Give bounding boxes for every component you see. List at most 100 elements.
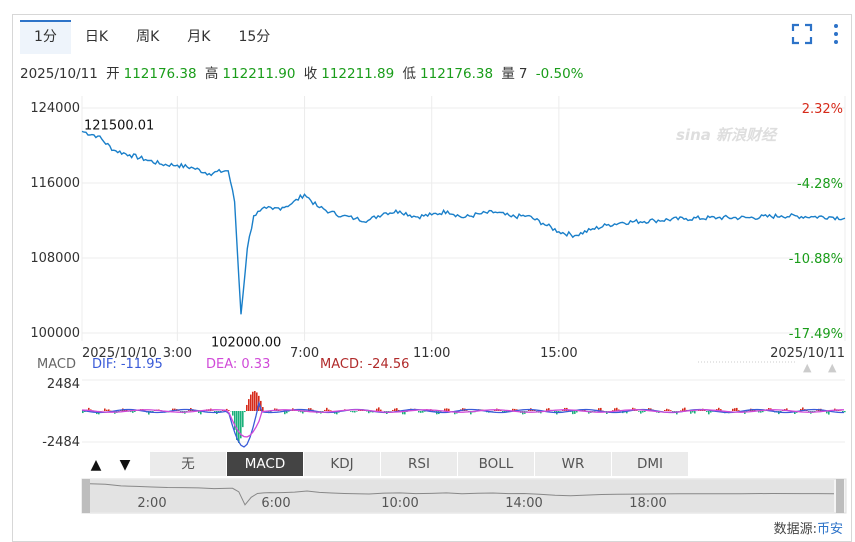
navigator-tick-label: 10:00 — [381, 496, 418, 511]
macd-histogram-bar — [418, 411, 420, 412]
macd-y-tick-label: -2484 — [42, 435, 80, 450]
macd-histogram-bar — [330, 410, 332, 411]
arrow-down-icon[interactable]: ▼ — [114, 455, 136, 475]
indicator-rsi[interactable]: RSI — [381, 452, 458, 476]
data-source-label: 数据源: — [774, 522, 817, 537]
macd-histogram-bar — [706, 411, 708, 412]
price-line — [82, 131, 845, 314]
x-tick-label: 7:00 — [290, 346, 319, 361]
data-source: 数据源:币安 — [774, 518, 843, 537]
macd-histogram-bar — [380, 410, 382, 411]
y-tick-label: 108000 — [30, 251, 80, 266]
x-tick-label: 11:00 — [413, 346, 450, 361]
macd-histogram-bar — [328, 410, 330, 411]
macd-histogram-bar — [844, 411, 846, 412]
macd-histogram-bar — [690, 411, 692, 414]
macd-histogram-bar — [694, 411, 696, 413]
arrow-up-icon[interactable]: ▲ — [85, 455, 107, 475]
macd-histogram-bar — [238, 411, 240, 443]
indicator-macd[interactable]: MACD — [227, 452, 304, 476]
macd-histogram-bar — [188, 410, 190, 411]
macd-histogram-bar — [356, 411, 358, 412]
macd-histogram-bar — [134, 411, 136, 412]
macd-histogram-bar — [326, 408, 328, 411]
macd-histogram-bar — [232, 411, 234, 416]
macd-histogram-bar — [422, 411, 424, 413]
macd-histogram-bar — [352, 411, 354, 412]
macd-histogram-bar — [152, 411, 154, 412]
macd-histogram-bar — [242, 411, 244, 427]
dif-line — [82, 403, 844, 447]
macd-histogram-bar — [644, 411, 646, 412]
y-right-tick-label: 2.32% — [802, 102, 843, 117]
y-tick-label: 100000 — [30, 326, 80, 341]
indicator-kdj[interactable]: KDJ — [304, 452, 381, 476]
navigator-tick-label: 6:00 — [261, 496, 290, 511]
macd-histogram-bar — [682, 409, 684, 411]
macd-value-label: MACD: -24.56 — [320, 357, 409, 372]
macd-histogram-bar — [350, 411, 352, 412]
macd-histogram-bar — [376, 409, 378, 411]
macd-histogram-bar — [246, 405, 248, 411]
indicator-none[interactable]: 无 — [150, 452, 227, 476]
x-tick-label: 15:00 — [540, 346, 577, 361]
macd-histogram-bar — [734, 408, 736, 411]
macd-histogram-bar — [378, 407, 380, 411]
indicator-boll[interactable]: BOLL — [458, 452, 535, 476]
macd-histogram-bar — [250, 395, 252, 411]
macd-up-icon: ▲ — [828, 361, 837, 374]
x-tick-label: 2025/10/11 — [770, 346, 845, 361]
macd-histogram-bar — [572, 411, 574, 414]
dea-line — [82, 410, 844, 437]
macd-histogram-bar — [642, 411, 644, 412]
macd-histogram-bar — [666, 409, 668, 411]
macd-histogram-bar — [692, 411, 694, 412]
macd-histogram-bar — [670, 410, 672, 411]
macd-up-icon: ▲ — [803, 361, 812, 374]
navigator-tick-label: 14:00 — [505, 496, 542, 511]
macd-histogram-bar — [132, 411, 134, 413]
watermark-logo: sina 新浪财经 — [676, 126, 778, 144]
macd-histogram-bar — [254, 391, 256, 411]
macd-histogram-bar — [640, 411, 642, 414]
macd-histogram-bar — [354, 411, 356, 412]
indicator-dmi[interactable]: DMI — [612, 452, 689, 476]
macd-histogram-bar — [638, 411, 640, 412]
max-price-label: 121500.01 — [84, 118, 154, 133]
y-right-tick-label: -10.88% — [789, 252, 843, 267]
macd-histogram-bar — [664, 410, 666, 411]
macd-y-tick-label: 2484 — [47, 377, 80, 392]
macd-histogram-bar — [106, 410, 108, 411]
data-source-link[interactable]: 币安 — [817, 522, 843, 537]
indicator-buttons: 无 MACD KDJ RSI BOLL WR DMI — [150, 452, 689, 476]
macd-histogram-bar — [708, 411, 710, 414]
y-tick-label: 116000 — [30, 176, 80, 191]
macd-histogram-bar — [104, 409, 106, 411]
macd-histogram-bar — [392, 410, 394, 411]
macd-histogram-bar — [420, 411, 422, 413]
min-price-label: 102000.00 — [211, 335, 281, 350]
macd-histogram-bar — [82, 411, 84, 413]
macd-histogram-bar — [762, 411, 764, 412]
macd-histogram-bar — [248, 399, 250, 411]
navigator-window — [90, 480, 834, 512]
macd-histogram-bar — [574, 411, 576, 414]
macd-histogram-bar — [680, 410, 682, 411]
macd-histogram-bar — [324, 410, 326, 411]
navigator-handle-right — [836, 479, 844, 513]
macd-histogram-bar — [228, 410, 230, 411]
macd-histogram-bar — [576, 411, 578, 412]
macd-histogram-bar — [394, 409, 396, 411]
x-tick-label: 3:00 — [163, 346, 192, 361]
navigator-tick-label: 18:00 — [629, 496, 666, 511]
macd-histogram-bar — [736, 408, 738, 411]
macd-histogram-bar — [816, 410, 818, 411]
dif-label: DIF: -11.95 — [92, 357, 163, 372]
y-right-tick-label: -17.49% — [789, 327, 843, 342]
macd-histogram-bar — [448, 409, 450, 411]
macd-histogram-bar — [446, 408, 448, 411]
macd-histogram-bar — [108, 409, 110, 411]
macd-histogram-bar — [262, 407, 264, 411]
macd-histogram-bar — [668, 409, 670, 411]
indicator-wr[interactable]: WR — [535, 452, 612, 476]
